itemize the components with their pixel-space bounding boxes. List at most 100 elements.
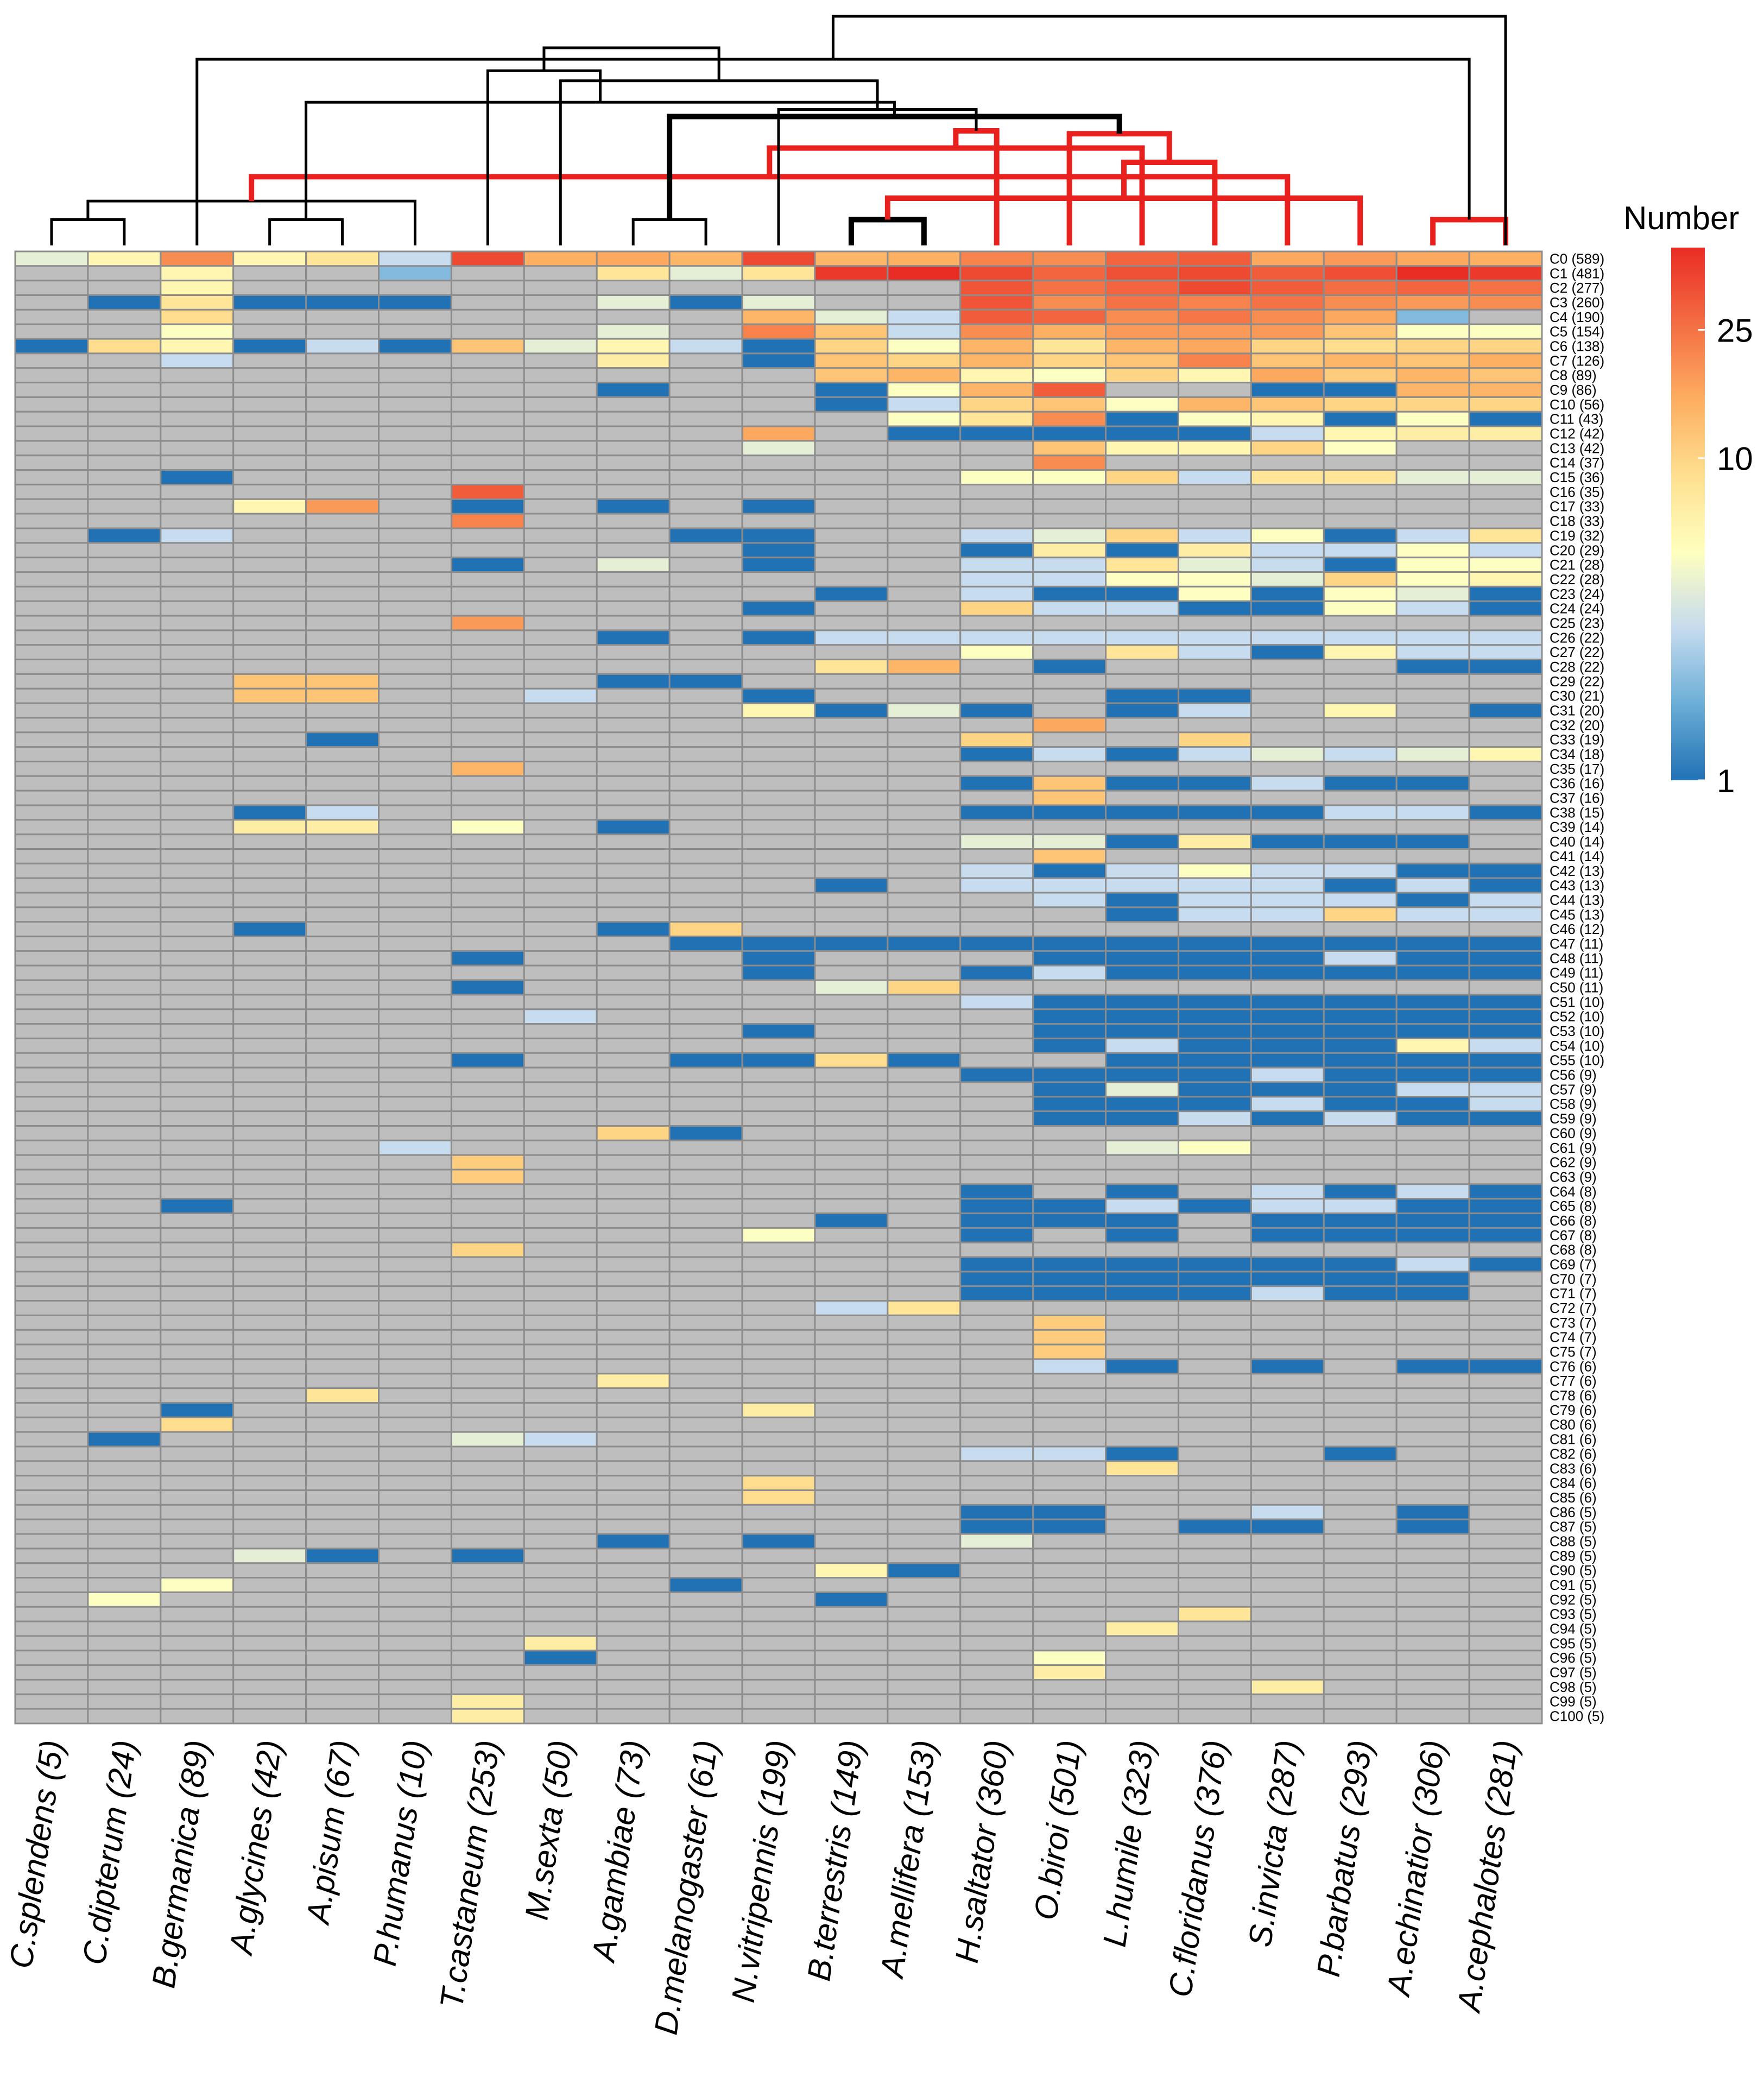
heatmap-cell (523, 308, 598, 325)
heatmap-cell (959, 936, 1034, 952)
heatmap-cell (305, 469, 380, 485)
heatmap-cell (232, 1387, 307, 1404)
heatmap-cell (668, 469, 743, 485)
heatmap-cell (378, 483, 452, 500)
heatmap-cell (1395, 1489, 1470, 1506)
heatmap-cell (1177, 936, 1252, 952)
heatmap-cell (1395, 1329, 1470, 1346)
heatmap-cell (87, 265, 162, 282)
heatmap-cell (523, 1693, 598, 1710)
heatmap-cell (1032, 1023, 1107, 1039)
heatmap-cell (1468, 979, 1543, 996)
heatmap-cell (378, 1504, 452, 1520)
heatmap-cell (668, 1460, 743, 1477)
heatmap-cell (450, 1708, 525, 1725)
row-label: C45 (13) (1550, 906, 1604, 923)
heatmap-cell (596, 1212, 671, 1229)
heatmap-cell (1468, 1110, 1543, 1127)
heatmap-cell (232, 1708, 307, 1725)
heatmap-cell (1323, 979, 1398, 996)
heatmap-cell (14, 906, 89, 923)
heatmap-cell (596, 877, 671, 894)
heatmap-cell (232, 950, 307, 967)
heatmap-cell (523, 862, 598, 879)
heatmap-cell (741, 1241, 816, 1258)
heatmap-cell (160, 454, 235, 471)
heatmap-cell (1468, 994, 1543, 1011)
heatmap-cell (87, 702, 162, 719)
heatmap-cell (1250, 1358, 1325, 1375)
heatmap-cell (1395, 862, 1470, 879)
heatmap-cell (1323, 1358, 1398, 1375)
heatmap-cell (1105, 425, 1179, 442)
heatmap-cell (596, 1300, 671, 1316)
heatmap-cell (87, 1678, 162, 1695)
heatmap-cell (814, 746, 889, 762)
heatmap-cell (1032, 280, 1107, 296)
heatmap-cell (1468, 382, 1543, 398)
heatmap-cell (1250, 702, 1325, 719)
heatmap-cell (305, 1314, 380, 1331)
heatmap-cell (814, 717, 889, 734)
heatmap-cell (1468, 717, 1543, 734)
heatmap-cell (232, 1620, 307, 1637)
heatmap-cell (160, 746, 235, 762)
heatmap-cell (1250, 906, 1325, 923)
heatmap-cell (1323, 1533, 1398, 1550)
heatmap-cell (1032, 1562, 1107, 1579)
heatmap-cell (232, 1475, 307, 1492)
heatmap-cell (1250, 1241, 1325, 1258)
heatmap-cell (1395, 1373, 1470, 1390)
heatmap-cell (378, 1037, 452, 1054)
heatmap-cell (1250, 659, 1325, 675)
heatmap-cell (1250, 936, 1325, 952)
heatmap-cell (1323, 352, 1398, 369)
heatmap-cell (232, 367, 307, 384)
heatmap-cell (668, 760, 743, 777)
heatmap-cell (596, 425, 671, 442)
heatmap-cell (1323, 1271, 1398, 1287)
heatmap-cell (1250, 833, 1325, 850)
heatmap-cell (14, 1241, 89, 1258)
heatmap-cell (741, 527, 816, 544)
heatmap-cell (1250, 600, 1325, 617)
heatmap-cell (1250, 629, 1325, 646)
heatmap-cell (14, 585, 89, 602)
heatmap-cell (959, 1678, 1034, 1695)
heatmap-cell (1323, 1387, 1398, 1404)
heatmap-cell (887, 790, 962, 806)
heatmap-cell (596, 557, 671, 573)
heatmap-cell (668, 1664, 743, 1681)
heatmap-cell (1032, 1606, 1107, 1622)
heatmap-cell (814, 994, 889, 1011)
heatmap-cell (814, 644, 889, 661)
heatmap-cell (523, 469, 598, 485)
heatmap-cell (1177, 760, 1252, 777)
heatmap-cell (814, 1227, 889, 1243)
heatmap-cell (814, 1081, 889, 1098)
heatmap-cell (741, 848, 816, 864)
heatmap-cell (160, 1635, 235, 1652)
heatmap-cell (814, 1533, 889, 1550)
row-label: C68 (8) (1550, 1242, 1597, 1258)
heatmap-cell (1250, 1401, 1325, 1418)
heatmap-cell (87, 1533, 162, 1550)
heatmap-cell (1177, 1635, 1252, 1652)
heatmap-cell (378, 1591, 452, 1608)
heatmap-cell (305, 1548, 380, 1564)
heatmap-cell (887, 367, 962, 384)
heatmap-cell (596, 659, 671, 675)
heatmap-cell (232, 702, 307, 719)
heatmap-cell (160, 644, 235, 661)
heatmap-cell (596, 950, 671, 967)
heatmap-cell (596, 1373, 671, 1390)
heatmap-cell (668, 964, 743, 981)
heatmap-cell (378, 1475, 452, 1492)
heatmap-cell (305, 1300, 380, 1316)
heatmap-cell (1250, 862, 1325, 879)
heatmap-cell (305, 1169, 380, 1185)
heatmap-cell (814, 1169, 889, 1185)
heatmap-cell (232, 1518, 307, 1535)
heatmap-cell (1323, 1212, 1398, 1229)
heatmap-cell (887, 702, 962, 719)
